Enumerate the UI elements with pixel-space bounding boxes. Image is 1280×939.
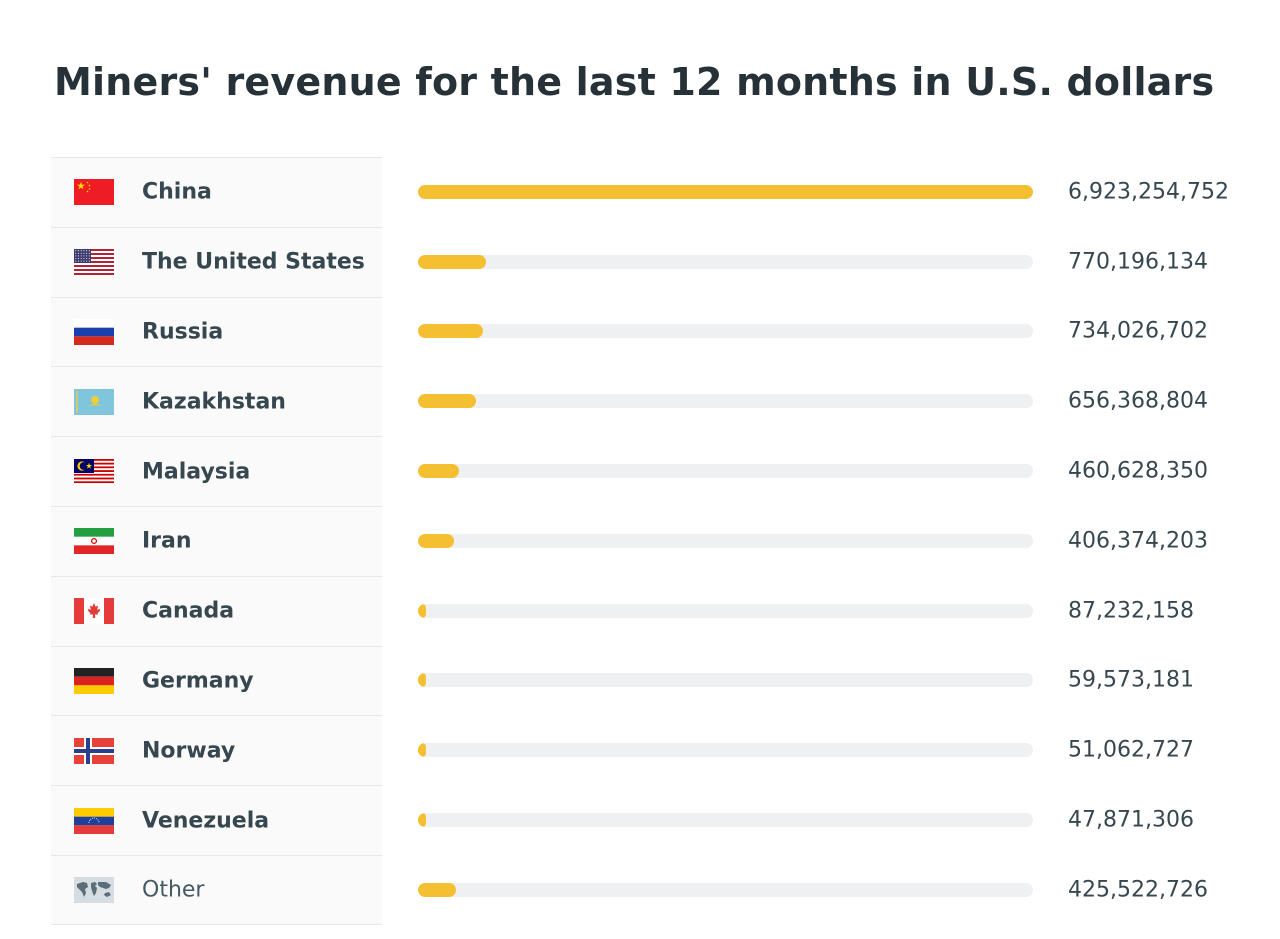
malaysia-flag-icon [74,458,114,485]
country-name: Iran [142,528,192,554]
country-row: Germany 59,573,181 [0,645,1280,716]
country-label-cell: Russia [51,296,382,367]
revenue-value-label: 425,522,726 [1068,877,1208,903]
bar-track [418,394,1033,409]
country-name: China [142,179,212,205]
china-flag-icon [74,179,114,206]
country-name: Russia [142,319,224,345]
germany-flag-icon [74,667,114,694]
country-row: Other 425,522,726 [0,854,1280,925]
world-map-icon [74,876,114,903]
country-row: Russia 734,026,702 [0,296,1280,367]
revenue-value-label: 656,368,804 [1068,388,1208,414]
bar-track [418,324,1033,339]
russia-flag-icon [74,318,114,345]
country-label-cell: Malaysia [51,436,382,506]
bar-track [418,882,1033,897]
revenue-value-label: 460,628,350 [1068,458,1208,484]
country-label-cell: Germany [51,645,382,716]
country-label-cell: Canada [51,575,382,646]
country-name: The United States [142,249,365,275]
country-row: Venezuela 47,871,306 [0,785,1280,855]
country-row: Malaysia 460,628,350 [0,436,1280,506]
chart-title: Miners' revenue for the last 12 months i… [54,60,1215,104]
revenue-bar [418,394,477,409]
bar-track [418,673,1033,688]
bar-track [418,743,1033,758]
country-row: Norway 51,062,727 [0,715,1280,786]
country-name: Canada [142,598,235,624]
country-row: The United States 770,196,134 [0,226,1280,297]
iran-flag-icon [74,528,114,555]
country-name: Germany [142,668,254,694]
country-name: Malaysia [142,459,251,485]
country-row: Kazakhstan 656,368,804 [0,366,1280,437]
bar-track [418,254,1033,269]
revenue-bar [418,254,487,269]
venezuela-flag-icon [74,807,114,834]
united-states-flag-icon [74,249,114,276]
bar-track [418,533,1033,548]
revenue-bar [418,464,459,479]
revenue-bar [418,743,426,758]
revenue-bar [418,184,1033,199]
country-name: Venezuela [142,808,270,834]
norway-flag-icon [74,737,114,764]
country-label-cell: Venezuela [51,785,382,855]
kazakhstan-flag-icon [74,388,114,415]
country-row: Canada 87,232,158 [0,575,1280,646]
country-name: Other [142,877,205,903]
revenue-bar [418,603,426,618]
revenue-bar [418,324,484,339]
bar-track [418,464,1033,479]
revenue-value-label: 59,573,181 [1068,667,1194,693]
revenue-bar [418,813,426,828]
country-label-cell: Other [51,854,382,925]
country-name: Norway [142,738,236,764]
country-label-cell: Norway [51,715,382,786]
country-row: Iran 406,374,203 [0,505,1280,576]
country-label-cell: China [51,157,382,227]
revenue-value-label: 87,232,158 [1068,598,1194,624]
revenue-value-label: 770,196,134 [1068,249,1208,275]
revenue-bar [418,673,426,688]
country-label-cell: The United States [51,226,382,297]
revenue-value-label: 47,871,306 [1068,807,1194,833]
bar-track [418,813,1033,828]
bar-track [418,184,1033,199]
revenue-bar [418,882,456,897]
country-revenue-list: China 6,923,254,752 The United States 770,1… [0,157,1280,925]
canada-flag-icon [74,598,114,625]
revenue-bar [418,533,455,548]
country-label-cell: Iran [51,505,382,576]
country-label-cell: Kazakhstan [51,366,382,437]
revenue-value-label: 6,923,254,752 [1068,179,1229,205]
revenue-value-label: 51,062,727 [1068,737,1194,763]
country-name: Kazakhstan [142,389,286,415]
bar-track [418,603,1033,618]
revenue-value-label: 406,374,203 [1068,528,1208,554]
revenue-value-label: 734,026,702 [1068,318,1208,344]
country-row: China 6,923,254,752 [0,157,1280,227]
